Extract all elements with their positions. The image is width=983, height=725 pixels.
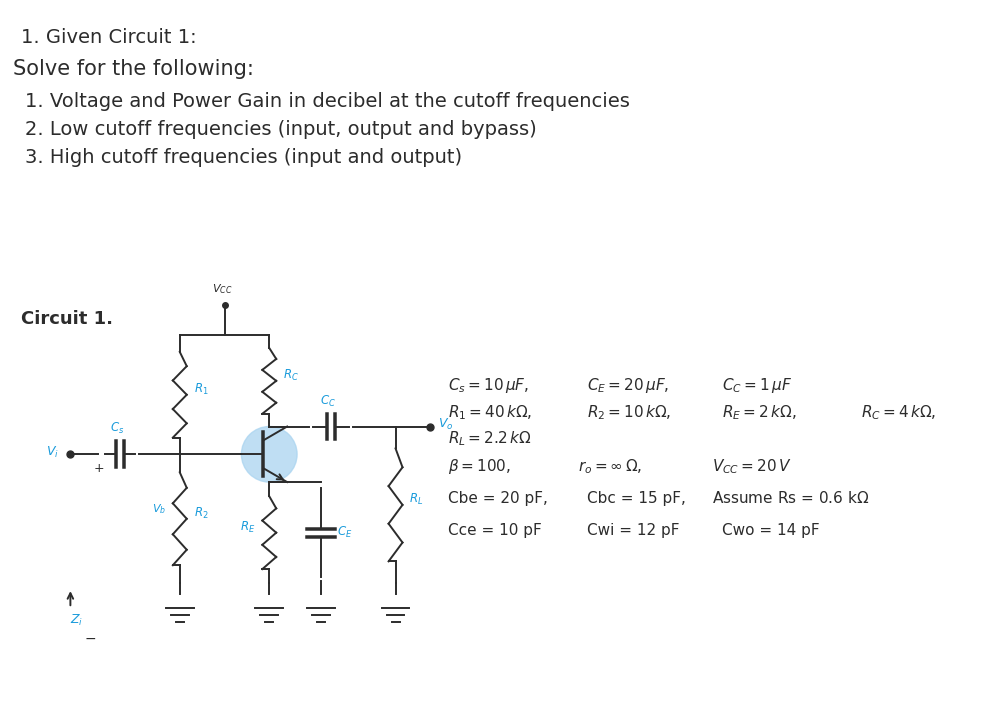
Text: Cbc = 15 pF,: Cbc = 15 pF,: [588, 491, 686, 506]
Text: 1. Given Circuit 1:: 1. Given Circuit 1:: [21, 28, 197, 46]
Text: $r_o = \infty\,\Omega,$: $r_o = \infty\,\Omega,$: [577, 457, 642, 476]
Text: $R_C$: $R_C$: [283, 368, 299, 384]
Text: $R_E = 2\,k\Omega,$: $R_E = 2\,k\Omega,$: [722, 403, 796, 421]
Text: Cwo = 14 pF: Cwo = 14 pF: [722, 523, 819, 538]
Text: Cwi = 12 pF: Cwi = 12 pF: [588, 523, 680, 538]
Text: 3. High cutoff frequencies (input and output): 3. High cutoff frequencies (input and ou…: [25, 148, 462, 167]
Text: Cbe = 20 pF,: Cbe = 20 pF,: [448, 491, 549, 506]
Text: Assume Rs = 0.6 k$\Omega$: Assume Rs = 0.6 k$\Omega$: [712, 490, 869, 506]
Text: $R_2 = 10\,k\Omega,$: $R_2 = 10\,k\Omega,$: [588, 403, 671, 421]
Text: $C_s = 10\,\mu F,$: $C_s = 10\,\mu F,$: [448, 376, 530, 394]
Text: $C_s$: $C_s$: [110, 421, 124, 436]
Text: Solve for the following:: Solve for the following:: [13, 59, 254, 79]
Text: 1. Voltage and Power Gain in decibel at the cutoff frequencies: 1. Voltage and Power Gain in decibel at …: [25, 92, 629, 111]
Text: 2. Low cutoff frequencies (input, output and bypass): 2. Low cutoff frequencies (input, output…: [25, 120, 537, 139]
Text: $R_L = 2.2\,k\Omega$: $R_L = 2.2\,k\Omega$: [448, 430, 532, 448]
Text: $C_E = 20\,\mu F,$: $C_E = 20\,\mu F,$: [588, 376, 669, 394]
Text: $V_{CC}$: $V_{CC}$: [212, 282, 233, 296]
Text: $R_1$: $R_1$: [194, 382, 208, 397]
Text: Circuit 1.: Circuit 1.: [21, 310, 113, 328]
Text: $R_E$: $R_E$: [240, 520, 256, 535]
Text: $C_C = 1\,\mu F$: $C_C = 1\,\mu F$: [722, 376, 791, 394]
Text: $C_C$: $C_C$: [319, 394, 336, 409]
Text: $V_b$: $V_b$: [151, 502, 166, 515]
Text: $V_o$: $V_o$: [438, 417, 454, 432]
Text: $\beta = 100,$: $\beta = 100,$: [448, 457, 511, 476]
Text: $-$: $-$: [85, 631, 96, 645]
Circle shape: [242, 426, 297, 482]
Text: $Z_i$: $Z_i$: [71, 613, 84, 628]
Text: $V_{CC} = 20\,V$: $V_{CC} = 20\,V$: [712, 457, 791, 476]
Text: $R_L$: $R_L$: [410, 492, 424, 507]
Text: $C_E$: $C_E$: [337, 525, 352, 540]
Text: $R_2$: $R_2$: [194, 506, 208, 521]
Text: $V_i$: $V_i$: [45, 444, 58, 460]
Text: $R_1 = 40\,k\Omega,$: $R_1 = 40\,k\Omega,$: [448, 403, 533, 421]
Text: $+$: $+$: [92, 462, 104, 475]
Text: $R_C = 4\,k\Omega,$: $R_C = 4\,k\Omega,$: [861, 403, 936, 421]
Text: Cce = 10 pF: Cce = 10 pF: [448, 523, 542, 538]
